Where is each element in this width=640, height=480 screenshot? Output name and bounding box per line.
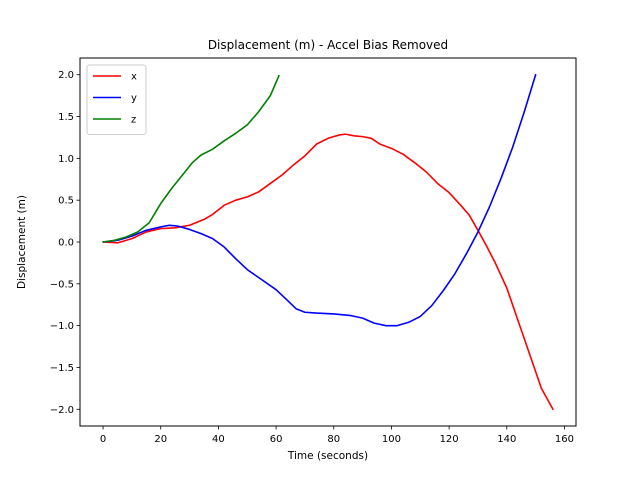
plot-area: [80, 58, 576, 426]
x-axis-ticks: 0 20 40 60 80 100 120 140 160: [100, 426, 574, 445]
x-tick-label: 160: [555, 434, 574, 445]
y-tick-label: −1.5: [50, 363, 74, 374]
y-axis-ticks: −2.0 −1.5 −1.0 −0.5 0.0 0.5 1.0 1.5 2.0: [50, 70, 80, 416]
x-tick-label: 60: [270, 434, 283, 445]
chart-title: Displacement (m) - Accel Bias Removed: [208, 38, 448, 52]
y-tick-label: 0.5: [58, 196, 74, 207]
series-line-y: [102, 73, 537, 327]
x-tick-label: 20: [154, 434, 167, 445]
y-tick-label: −0.5: [50, 279, 74, 290]
y-tick-label: 1.5: [58, 112, 74, 123]
y-tick-label: −2.0: [50, 405, 74, 416]
legend: xyz: [86, 64, 147, 135]
series-lines: [102, 73, 554, 411]
y-tick-label: 0.0: [58, 238, 74, 249]
series-line-z: [102, 74, 280, 243]
x-tick-label: 0: [100, 434, 106, 445]
legend-label-y: y: [131, 93, 137, 104]
y-tick-label: −1.0: [50, 321, 74, 332]
x-tick-label: 40: [212, 434, 225, 445]
legend-label-z: z: [131, 115, 136, 126]
y-tick-label: 1.0: [58, 154, 74, 165]
legend-box: [86, 64, 147, 135]
y-tick-label: 2.0: [58, 70, 74, 81]
series-line-x: [102, 133, 554, 411]
y-axis-label: Displacement (m): [16, 195, 28, 289]
x-tick-label: 100: [382, 434, 401, 445]
x-axis-label: Time (seconds): [287, 450, 368, 462]
x-tick-label: 140: [497, 434, 516, 445]
legend-label-x: x: [131, 72, 137, 83]
x-tick-label: 120: [440, 434, 459, 445]
x-tick-label: 80: [327, 434, 340, 445]
